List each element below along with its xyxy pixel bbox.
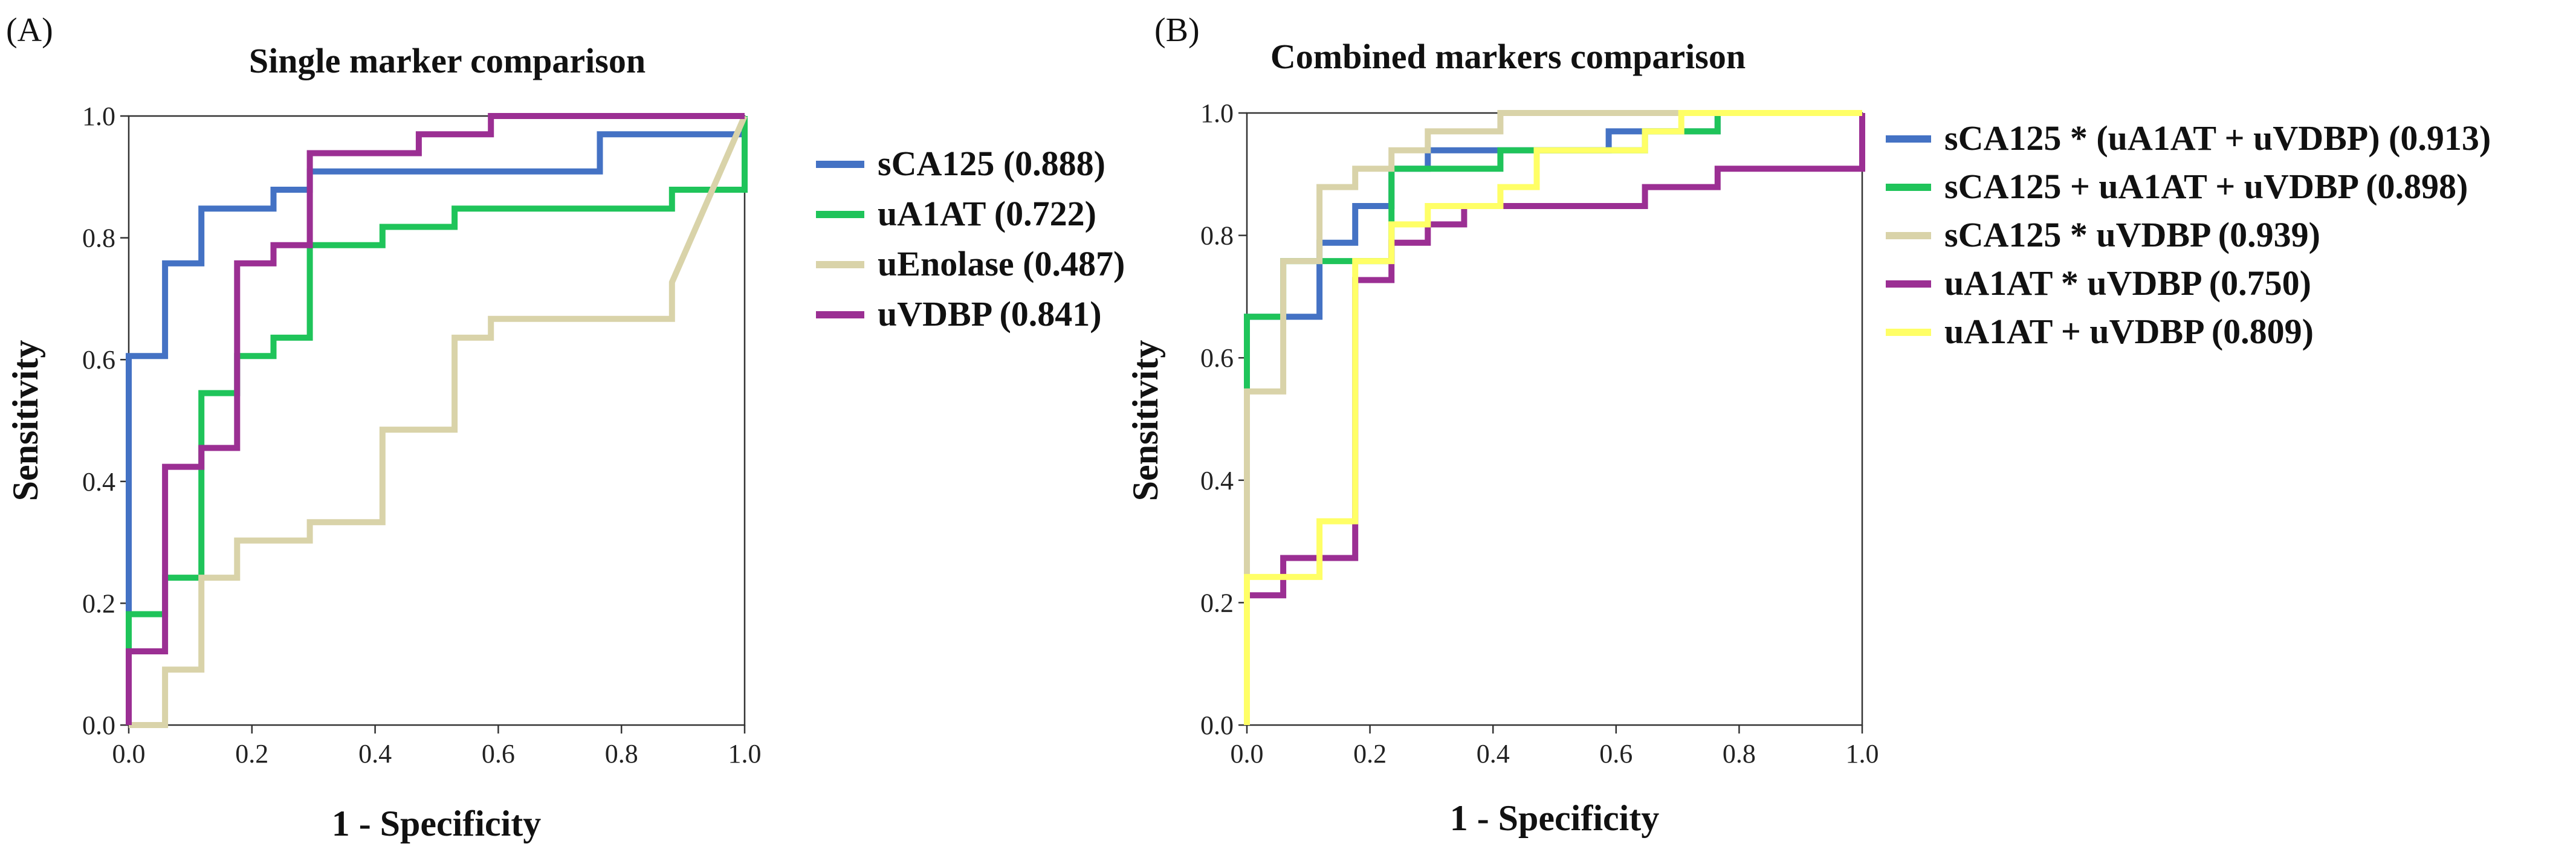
x-tick-label: 0.8 [605, 739, 638, 769]
panel-label-a: (A) [6, 11, 53, 49]
y-tick-label: 0.4 [1200, 466, 1234, 495]
x-tick-label: 0.0 [1231, 739, 1264, 769]
panel-a: (A) Single marker comparison 0.0 0.2 0.4 0.6 0… [5, 11, 1125, 843]
panel-label-b: (B) [1154, 11, 1200, 49]
x-tick-label: 0.8 [1723, 739, 1756, 769]
legend-label: sCA125 * (uA1AT + uVDBP) (0.913) [1944, 118, 2491, 158]
x-tick-label: 1.0 [728, 739, 762, 769]
x-tick-label: 0.4 [358, 739, 392, 769]
legend-label: sCA125 + uA1AT + uVDBP (0.898) [1944, 167, 2468, 206]
x-tick-label: 1.0 [1846, 739, 1879, 769]
y-tick-label: 0.4 [82, 467, 115, 497]
x-tick-label: 0.6 [1599, 739, 1633, 769]
y-tick-label: 0.8 [82, 224, 115, 253]
x-tick-label: 0.6 [482, 739, 515, 769]
y-tick-label: 0.2 [1200, 588, 1234, 618]
chart-title-a: Single marker comparison [249, 41, 646, 80]
x-axis-title-a: 1 - Specificity [332, 804, 542, 843]
y-tick-label: 0.6 [82, 345, 115, 375]
y-tick-label: 0.2 [82, 589, 115, 618]
y-tick-label: 0.8 [1200, 221, 1234, 251]
roc-curve-ua1at-uvdbp [1244, 113, 1865, 725]
legend-label: uA1AT + uVDBP (0.809) [1944, 312, 2314, 351]
legend-label: sCA125 * uVDBP (0.939) [1944, 215, 2320, 254]
legend-label: uVDBP (0.841) [878, 294, 1102, 334]
x-tick-label: 0.4 [1477, 739, 1510, 769]
y-tick-label: 0.0 [1200, 711, 1234, 740]
roc-curve-uvdbp [126, 113, 745, 725]
legend-label: sCA125 (0.888) [878, 144, 1105, 183]
roc-curve-ua1at [126, 116, 748, 725]
y-tick-label: 1.0 [82, 102, 115, 131]
y-tick-label: 1.0 [1200, 98, 1234, 128]
legend-label: uEnolase (0.487) [878, 244, 1125, 283]
roc-curve-ua1at-uvdbp [1244, 110, 1862, 725]
x-tick-label: 0.2 [1353, 739, 1387, 769]
roc-curve-sca125 [126, 116, 748, 725]
panel-b: (B) Combined markers comparison 0.0 0.2 0.4 0… [1125, 11, 2491, 838]
y-tick-label: 0.6 [1200, 343, 1234, 373]
roc-curve-uenolase [129, 114, 748, 728]
legend-label: uA1AT (0.722) [878, 194, 1096, 233]
y-axis-title-a: Sensitivity [5, 340, 45, 501]
y-axis-title-b: Sensitivity [1125, 340, 1165, 501]
roc-curve-sca125-uvdbp [1244, 110, 1862, 725]
x-tick-label: 0.0 [112, 739, 146, 769]
y-tick-label: 0.0 [82, 711, 115, 740]
x-tick-label: 0.2 [235, 739, 268, 769]
chart-title-b: Combined markers comparison [1270, 37, 1746, 76]
x-axis-title-b: 1 - Specificity [1450, 798, 1660, 838]
legend-label: uA1AT * uVDBP (0.750) [1944, 263, 2311, 303]
